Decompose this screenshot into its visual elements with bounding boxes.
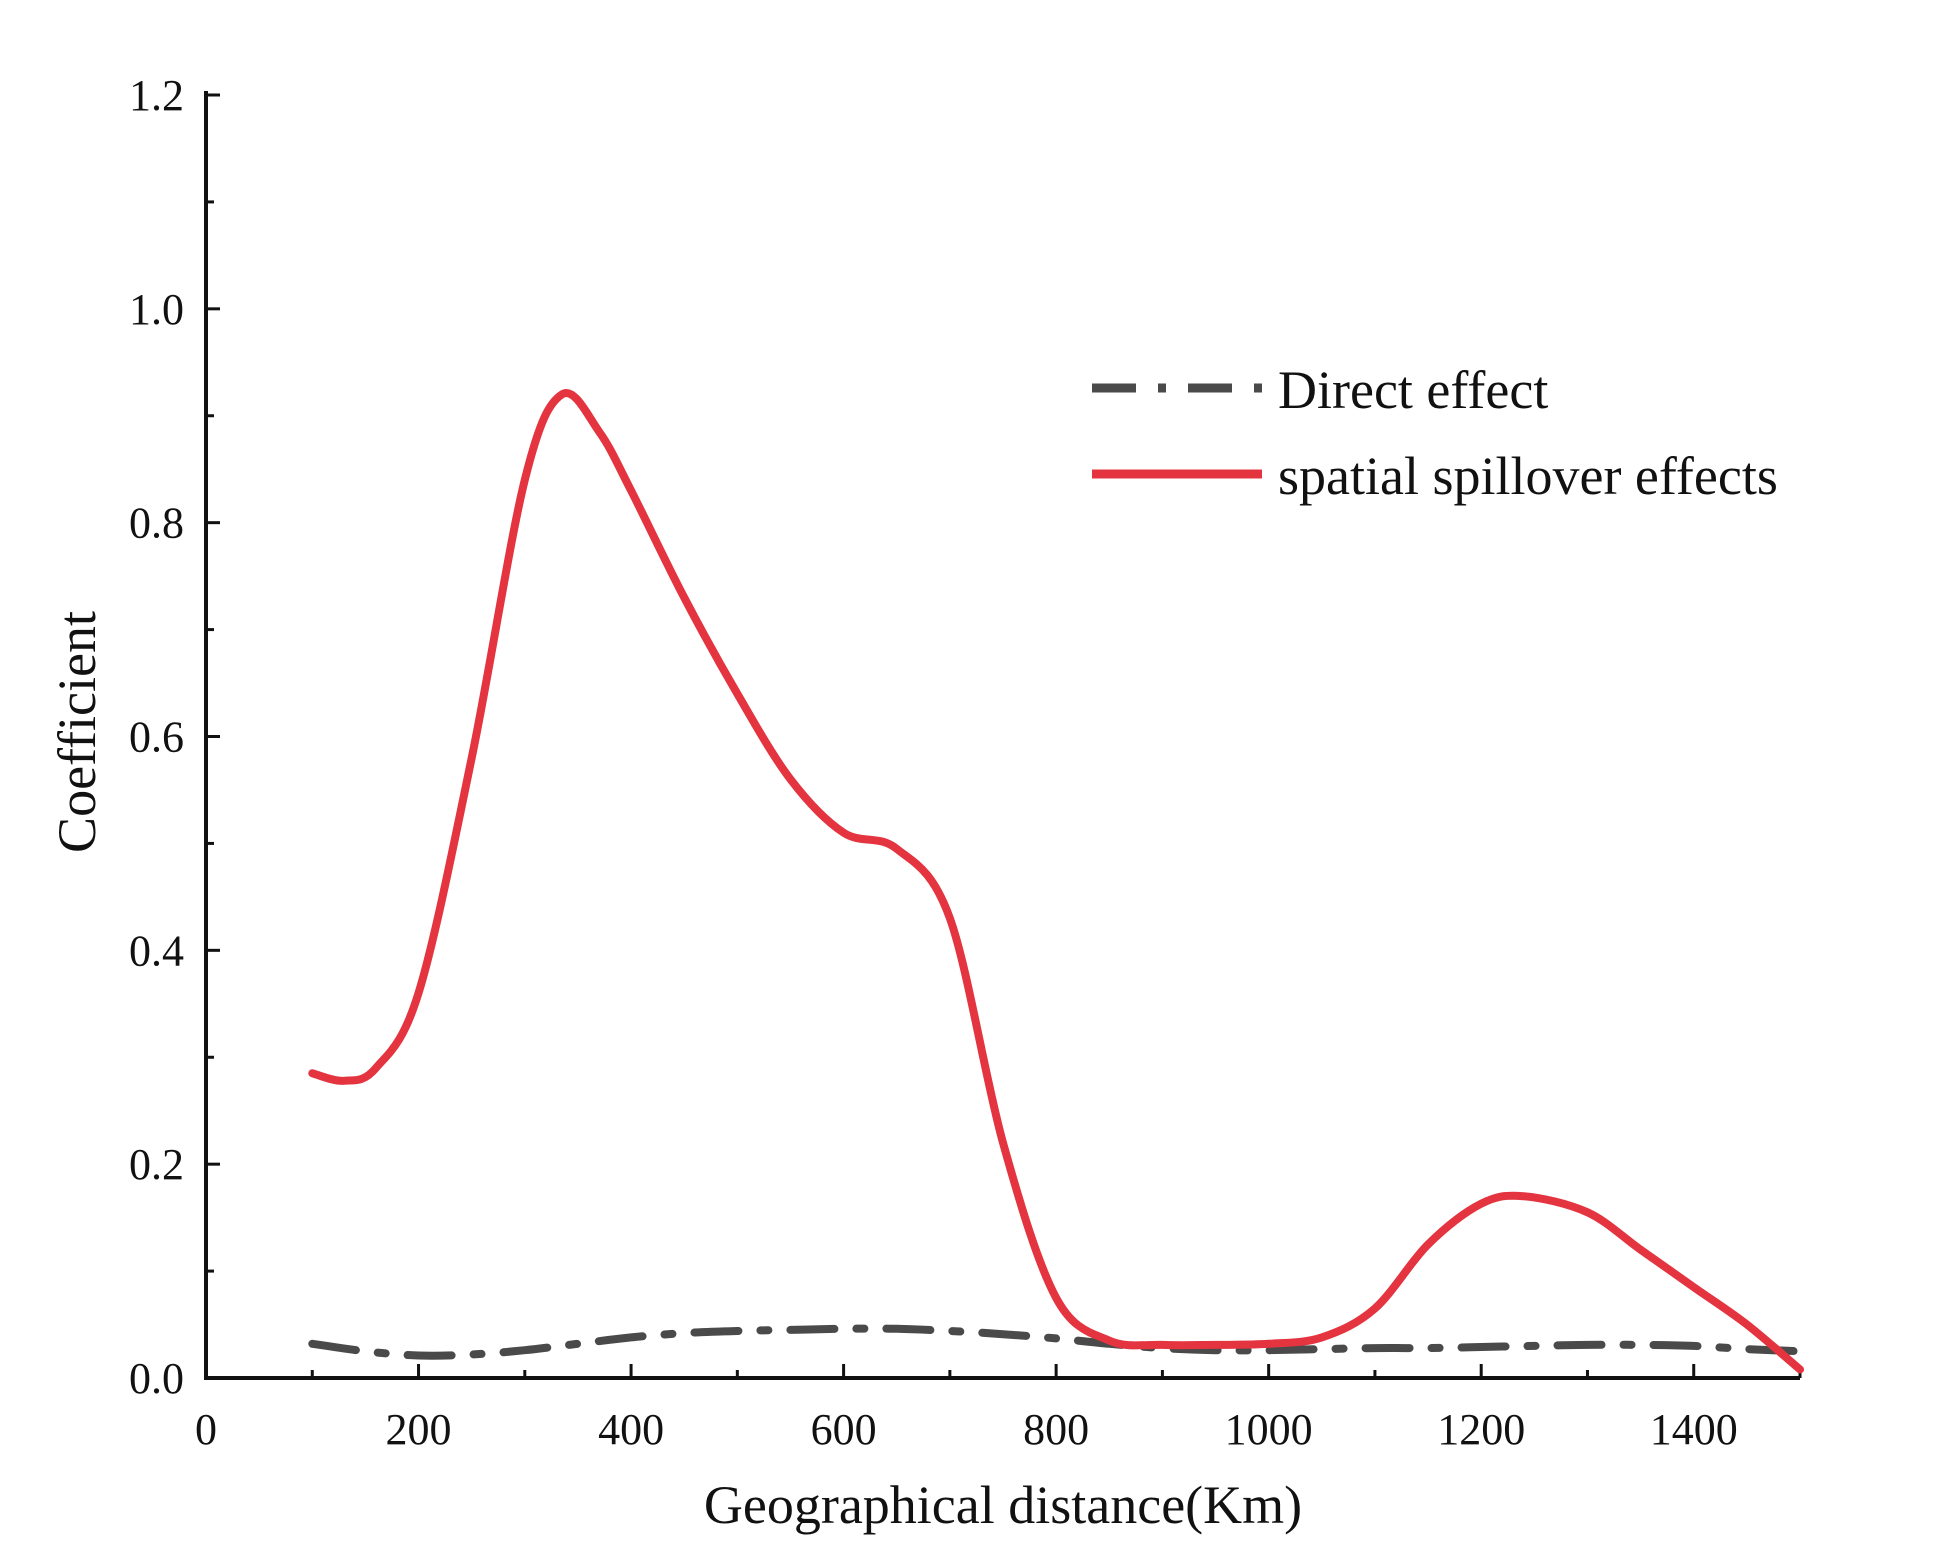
y-axis-title: Coefficient bbox=[47, 611, 107, 853]
series-line-direct-effect bbox=[308, 1324, 1804, 1360]
y-tick-label: 0.2 bbox=[129, 1140, 184, 1189]
x-tick-label: 1400 bbox=[1650, 1405, 1738, 1454]
y-axis-ticks: 0.0 0.2 0.4 0.6 0.8 1.0 1.2 bbox=[129, 71, 220, 1403]
x-tick-label: 1200 bbox=[1437, 1405, 1525, 1454]
legend-label-spatial-spillover-effects: spatial spillover effects bbox=[1278, 446, 1778, 506]
x-tick-label: 600 bbox=[811, 1405, 877, 1454]
y-tick-label: 1.2 bbox=[129, 71, 184, 120]
y-tick-label: 0.4 bbox=[129, 926, 184, 975]
x-tick-label: 0 bbox=[195, 1405, 217, 1454]
series-line-spatial-spillover-effects bbox=[308, 389, 1804, 1374]
x-axis-title: Geographical distance(Km) bbox=[704, 1475, 1302, 1535]
x-tick-label: 800 bbox=[1023, 1405, 1089, 1454]
legend-label-direct-effect: Direct effect bbox=[1278, 360, 1548, 420]
y-tick-label: 0.0 bbox=[129, 1354, 184, 1403]
series-lines bbox=[308, 389, 1804, 1374]
y-tick-label: 1.0 bbox=[129, 285, 184, 334]
x-tick-label: 1000 bbox=[1225, 1405, 1313, 1454]
axes bbox=[204, 91, 1800, 1380]
y-tick-label: 0.6 bbox=[129, 713, 184, 762]
x-tick-label: 400 bbox=[598, 1405, 664, 1454]
x-tick-label: 200 bbox=[386, 1405, 452, 1454]
legend: Direct effect spatial spillover effects bbox=[1092, 360, 1778, 506]
y-tick-label: 0.8 bbox=[129, 499, 184, 548]
x-axis-ticks: 0 200 400 600 800 1000 1200 1400 bbox=[195, 1364, 1802, 1454]
